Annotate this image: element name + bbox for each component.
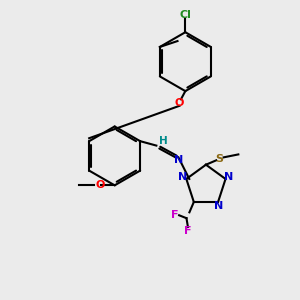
Text: F: F	[171, 210, 178, 220]
Text: N: N	[214, 200, 223, 211]
Text: S: S	[215, 154, 223, 164]
Text: O: O	[95, 180, 105, 190]
Text: Cl: Cl	[179, 10, 191, 20]
Text: N: N	[174, 155, 184, 165]
Text: N: N	[178, 172, 188, 182]
Text: O: O	[175, 98, 184, 108]
Text: H: H	[159, 136, 168, 146]
Text: N: N	[224, 172, 234, 182]
Text: F: F	[184, 226, 192, 236]
